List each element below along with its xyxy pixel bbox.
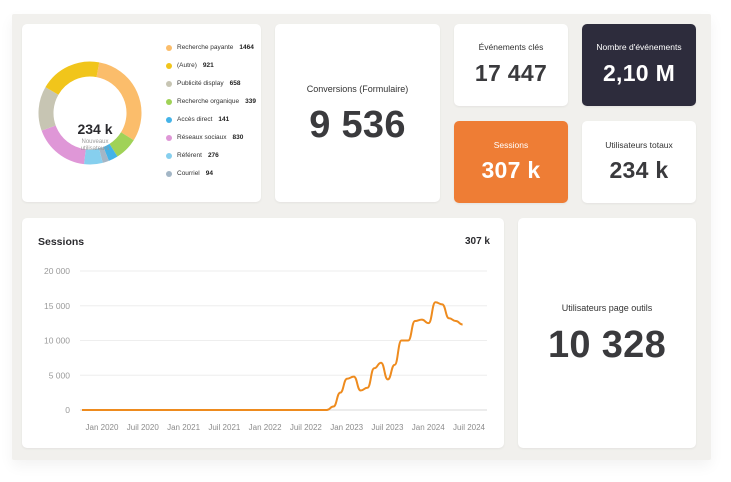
legend-value: 339 xyxy=(245,98,257,105)
legend-label: Référent 276 xyxy=(177,152,219,159)
legend-swatch xyxy=(166,81,172,87)
event-count-card[interactable]: Nombre d'événements 2,10 M xyxy=(582,24,696,106)
conversions-card[interactable]: Conversions (Formulaire) 9 536 xyxy=(275,24,440,202)
legend-label-text: Réseaux sociaux xyxy=(177,134,227,141)
conversions-value: 9 536 xyxy=(309,104,406,146)
tool-page-users-value: 10 328 xyxy=(547,324,667,366)
event-count-value: 2,10 M xyxy=(602,60,676,86)
donut-slice[interactable] xyxy=(41,125,87,165)
legend-value: 276 xyxy=(207,152,219,159)
total-users-card[interactable]: Utilisateurs totaux 234 k xyxy=(582,121,696,203)
new-users-donut-chart xyxy=(38,61,142,165)
x-tick-label: Jan 2024 xyxy=(412,423,445,432)
sessions-title: Sessions xyxy=(493,140,529,150)
legend-label-text: Courriel xyxy=(177,170,200,177)
legend-label: Publicité display 658 xyxy=(177,80,240,87)
y-tick-label: 5 000 xyxy=(49,370,71,380)
legend-swatch xyxy=(166,117,172,123)
legend-swatch xyxy=(166,45,172,51)
legend-label-text: Référent xyxy=(177,152,202,159)
total-users-value: 234 k xyxy=(609,157,669,183)
legend-swatch xyxy=(166,153,172,159)
sessions-value: 307 k xyxy=(481,157,541,183)
tool-page-users-title: Utilisateurs page outils xyxy=(561,303,653,313)
donut-slice[interactable] xyxy=(83,148,103,165)
legend-swatch xyxy=(166,171,172,177)
x-tick-label: Jan 2022 xyxy=(249,423,282,432)
legend-label: Réseaux sociaux 830 xyxy=(177,134,243,141)
legend-swatch xyxy=(166,63,172,69)
x-tick-label: Juil 2023 xyxy=(371,423,404,432)
legend-value: 658 xyxy=(229,80,241,87)
legend-label: Accès direct 141 xyxy=(177,116,229,123)
key-events-title: Événements clés xyxy=(478,42,544,52)
x-tick-label: Jan 2020 xyxy=(86,423,119,432)
legend-value: 921 xyxy=(202,62,214,69)
key-events-card[interactable]: Événements clés 17 447 xyxy=(454,24,568,106)
legend-label-text: Recherche organique xyxy=(177,98,240,105)
legend-swatch xyxy=(166,135,172,141)
x-tick-label: Juil 2020 xyxy=(127,423,160,432)
x-tick-label: Juil 2021 xyxy=(208,423,241,432)
legend-label-text: (Autre) xyxy=(177,62,197,69)
donut-slice[interactable] xyxy=(98,146,109,163)
donut-slice[interactable] xyxy=(38,87,59,131)
sessions-series-line[interactable] xyxy=(81,301,463,411)
legend-value: 141 xyxy=(218,116,230,123)
new-users-donut-card[interactable]: 234 k Nouveaux utilisateurs Recherche pa… xyxy=(22,24,261,202)
legend-label-text: Recherche payante xyxy=(177,44,234,51)
legend-label: Recherche payante 1464 xyxy=(177,44,254,51)
new-users-label-line2: utilisateurs xyxy=(80,146,110,152)
donut-slice[interactable] xyxy=(103,143,118,161)
x-tick-label: Juil 2024 xyxy=(453,423,486,432)
donut-slice[interactable] xyxy=(45,61,100,96)
y-tick-label: 0 xyxy=(65,405,70,415)
tool-page-users-card[interactable]: Utilisateurs page outils 10 328 xyxy=(518,218,696,448)
x-tick-label: Jan 2023 xyxy=(330,423,363,432)
sessions-line-chart: 20 000 15 000 10 000 5 000 0 Jan 2020 Juil 202… xyxy=(44,266,487,432)
legend-value: 830 xyxy=(232,134,244,141)
y-tick-label: 20 000 xyxy=(44,266,70,276)
x-tick-label: Juil 2022 xyxy=(290,423,323,432)
legend-swatch xyxy=(166,99,172,105)
legend-label: Recherche organique 339 xyxy=(177,98,256,105)
legend-label-text: Publicité display xyxy=(177,80,224,87)
legend-label-text: Accès direct xyxy=(177,116,213,123)
x-tick-label: Jan 2021 xyxy=(167,423,200,432)
event-count-title: Nombre d'événements xyxy=(596,42,682,52)
new-users-value: 234 k xyxy=(77,121,113,137)
conversions-title: Conversions (Formulaire) xyxy=(306,84,409,94)
total-users-title: Utilisateurs totaux xyxy=(605,140,673,150)
chart-total: 307 k xyxy=(464,236,490,247)
sessions-card[interactable]: Sessions 307 k xyxy=(454,121,568,203)
key-events-value: 17 447 xyxy=(474,60,548,86)
y-tick-label: 15 000 xyxy=(44,301,70,311)
legend-label: (Autre) 921 xyxy=(177,62,214,69)
new-users-label-line1: Nouveaux xyxy=(81,139,109,145)
chart-title: Sessions xyxy=(38,236,85,248)
legend-value: 94 xyxy=(205,170,213,177)
legend-value: 1464 xyxy=(239,44,254,51)
legend-label: Courriel 94 xyxy=(177,170,213,177)
donut-slice[interactable] xyxy=(109,131,134,157)
sessions-chart-card[interactable]: 20 000 15 000 10 000 5 000 0 Jan 2020 Juil 202… xyxy=(22,218,504,448)
y-tick-label: 10 000 xyxy=(44,336,70,346)
donut-slice[interactable] xyxy=(96,62,142,141)
